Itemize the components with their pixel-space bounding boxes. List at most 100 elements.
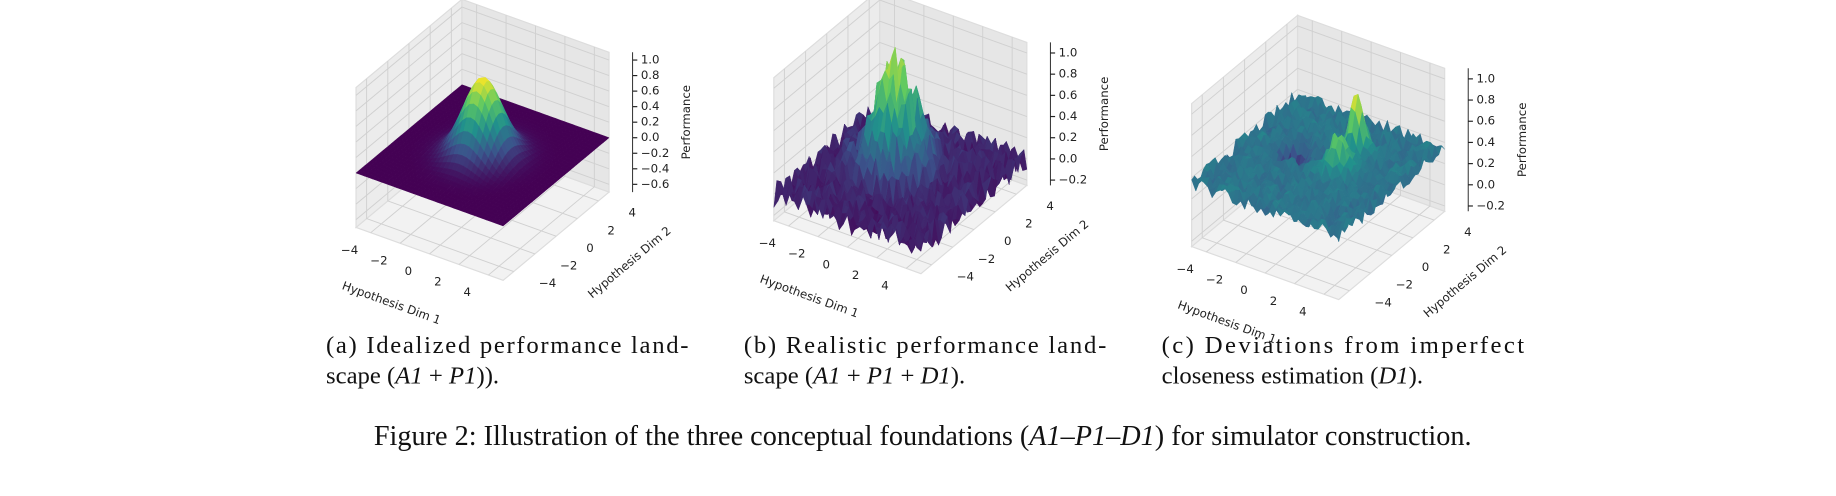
grid-line (387, 61, 536, 255)
grid-line (488, 46, 595, 276)
z-tick-label: 0.6 (1059, 88, 1078, 102)
x-tick-label: 2 (1270, 294, 1277, 308)
grid-line (355, 68, 610, 158)
surface (1191, 91, 1445, 243)
grid-line (458, 36, 566, 265)
caption-segment: P1 (448, 363, 476, 390)
caption-segment: + (423, 363, 449, 390)
caption-segment: D1 (1377, 363, 1408, 390)
caption-segment: (a) Idealized performance land- (326, 332, 688, 359)
x-tick-label: 0 (1240, 283, 1247, 297)
y-tick-label: 2 (1443, 242, 1450, 256)
z-tick-label: 0.6 (1476, 114, 1495, 128)
x-tick-label: 0 (405, 264, 412, 278)
y-tick-label: 4 (629, 206, 636, 220)
grid-line (366, 78, 514, 272)
x-tick-label: −4 (341, 243, 358, 257)
caption-segment: )). (476, 363, 499, 390)
y-tick-label: −4 (1375, 295, 1392, 309)
z-tick-label: 1.0 (1059, 45, 1078, 59)
caption-segment: ). (1409, 363, 1423, 390)
grid-line (1294, 52, 1402, 285)
caption-segment: ) for simulator construction. (1155, 421, 1472, 452)
z-tick-label: 0.8 (1476, 93, 1495, 107)
x-tick-label: −2 (1206, 273, 1223, 287)
z-tick-label: 0.0 (1476, 177, 1495, 191)
caption-segment: scape ( (744, 363, 813, 390)
grid-line (773, 20, 1028, 110)
x-tick-label: 2 (852, 268, 859, 282)
x-axis-label: Hypothesis Dim 1 (340, 278, 442, 327)
x-tick-label: 2 (434, 275, 441, 289)
subfigure-caption: (b) Realistic performance land- (744, 332, 1106, 359)
z-tick-label: 0.6 (641, 84, 660, 98)
grid-line (355, 37, 610, 127)
x-tick-label: 4 (881, 279, 888, 293)
grid-line (773, 41, 1028, 132)
subfigure-caption: closeness estimation (D1). (1162, 363, 1423, 390)
x-tick-label: 4 (1299, 304, 1306, 318)
y-tick-label: 4 (1464, 225, 1471, 239)
grid-line (1191, 46, 1445, 136)
z-tick-label: 0.0 (641, 130, 660, 144)
y-axis-label: Hypothesis Dim 2 (1421, 243, 1510, 321)
grid-line (1191, 88, 1445, 179)
y-tick-label: −2 (978, 252, 995, 266)
subfigure-caption: (c) Deviations from imperfect (1162, 332, 1525, 359)
caption-segment: closeness estimation ( (1162, 363, 1379, 390)
caption-segment: D1 (920, 363, 951, 390)
grid-line (1191, 67, 1445, 157)
x-tick-label: −4 (1176, 262, 1193, 276)
x-tick-label: −2 (370, 253, 387, 267)
caption-segment: A1 (393, 363, 422, 390)
z-axis-label: Performance (1097, 77, 1111, 151)
z-tick-label: 0.2 (1476, 156, 1495, 170)
grid-line (773, 63, 1028, 153)
z-tick-label: −0.2 (641, 146, 670, 160)
z-tick-label: −0.2 (1476, 198, 1505, 212)
z-axis-label: Performance (1515, 103, 1529, 177)
grid-line (1222, 77, 1371, 274)
surface (355, 77, 610, 227)
z-axis-label: Performance (679, 85, 693, 159)
y-tick-label: −2 (1396, 278, 1413, 292)
surface-cell (1334, 229, 1342, 243)
y-axis-label: Hypothesis Dim 2 (585, 224, 674, 302)
caption-segment: + (841, 363, 867, 390)
y-tick-label: −4 (539, 276, 556, 290)
caption-segment: (c) Deviations from imperfect (1162, 332, 1525, 359)
x-tick-label: 4 (463, 285, 470, 299)
y-tick-label: −4 (957, 270, 974, 284)
y-tick-label: 4 (1046, 199, 1053, 213)
z-tick-label: 0.4 (1476, 135, 1495, 149)
z-tick-label: 0.4 (1059, 109, 1078, 123)
grid-line (1191, 25, 1445, 115)
y-tick-label: 2 (1025, 217, 1032, 231)
z-tick-label: 0.4 (641, 99, 660, 113)
x-tick-label: 0 (822, 257, 829, 271)
y-tick-label: 0 (1422, 260, 1429, 274)
caption-segment: P1 (866, 363, 894, 390)
z-tick-label: −0.4 (641, 161, 670, 175)
caption-segment: scape ( (326, 363, 395, 390)
z-tick-label: 0.2 (641, 115, 660, 129)
subfigure-caption: scape (A1 + P1 + D1). (744, 363, 965, 390)
x-tick-label: −4 (759, 236, 776, 250)
grid-line (1323, 62, 1431, 295)
subfigure-caption: (a) Idealized performance land- (326, 332, 688, 359)
surface-cell (916, 238, 925, 252)
y-tick-label: −2 (560, 259, 577, 273)
caption-segment: A1 (811, 363, 840, 390)
x-tick-label: −2 (788, 247, 805, 261)
grid-line (355, 53, 610, 143)
y-axis-label: Hypothesis Dim 2 (1003, 217, 1092, 295)
caption-segment: Figure 2: Illustration of the three conc… (374, 421, 1029, 452)
z-tick-label: 1.0 (641, 53, 660, 67)
z-tick-label: 0.8 (641, 68, 660, 82)
z-tick-label: −0.2 (1059, 173, 1088, 187)
subfigure-caption: scape (A1 + P1)). (326, 363, 499, 390)
grid-line (355, 6, 610, 96)
surface (773, 47, 1028, 255)
z-tick-label: 0.2 (1059, 130, 1078, 144)
